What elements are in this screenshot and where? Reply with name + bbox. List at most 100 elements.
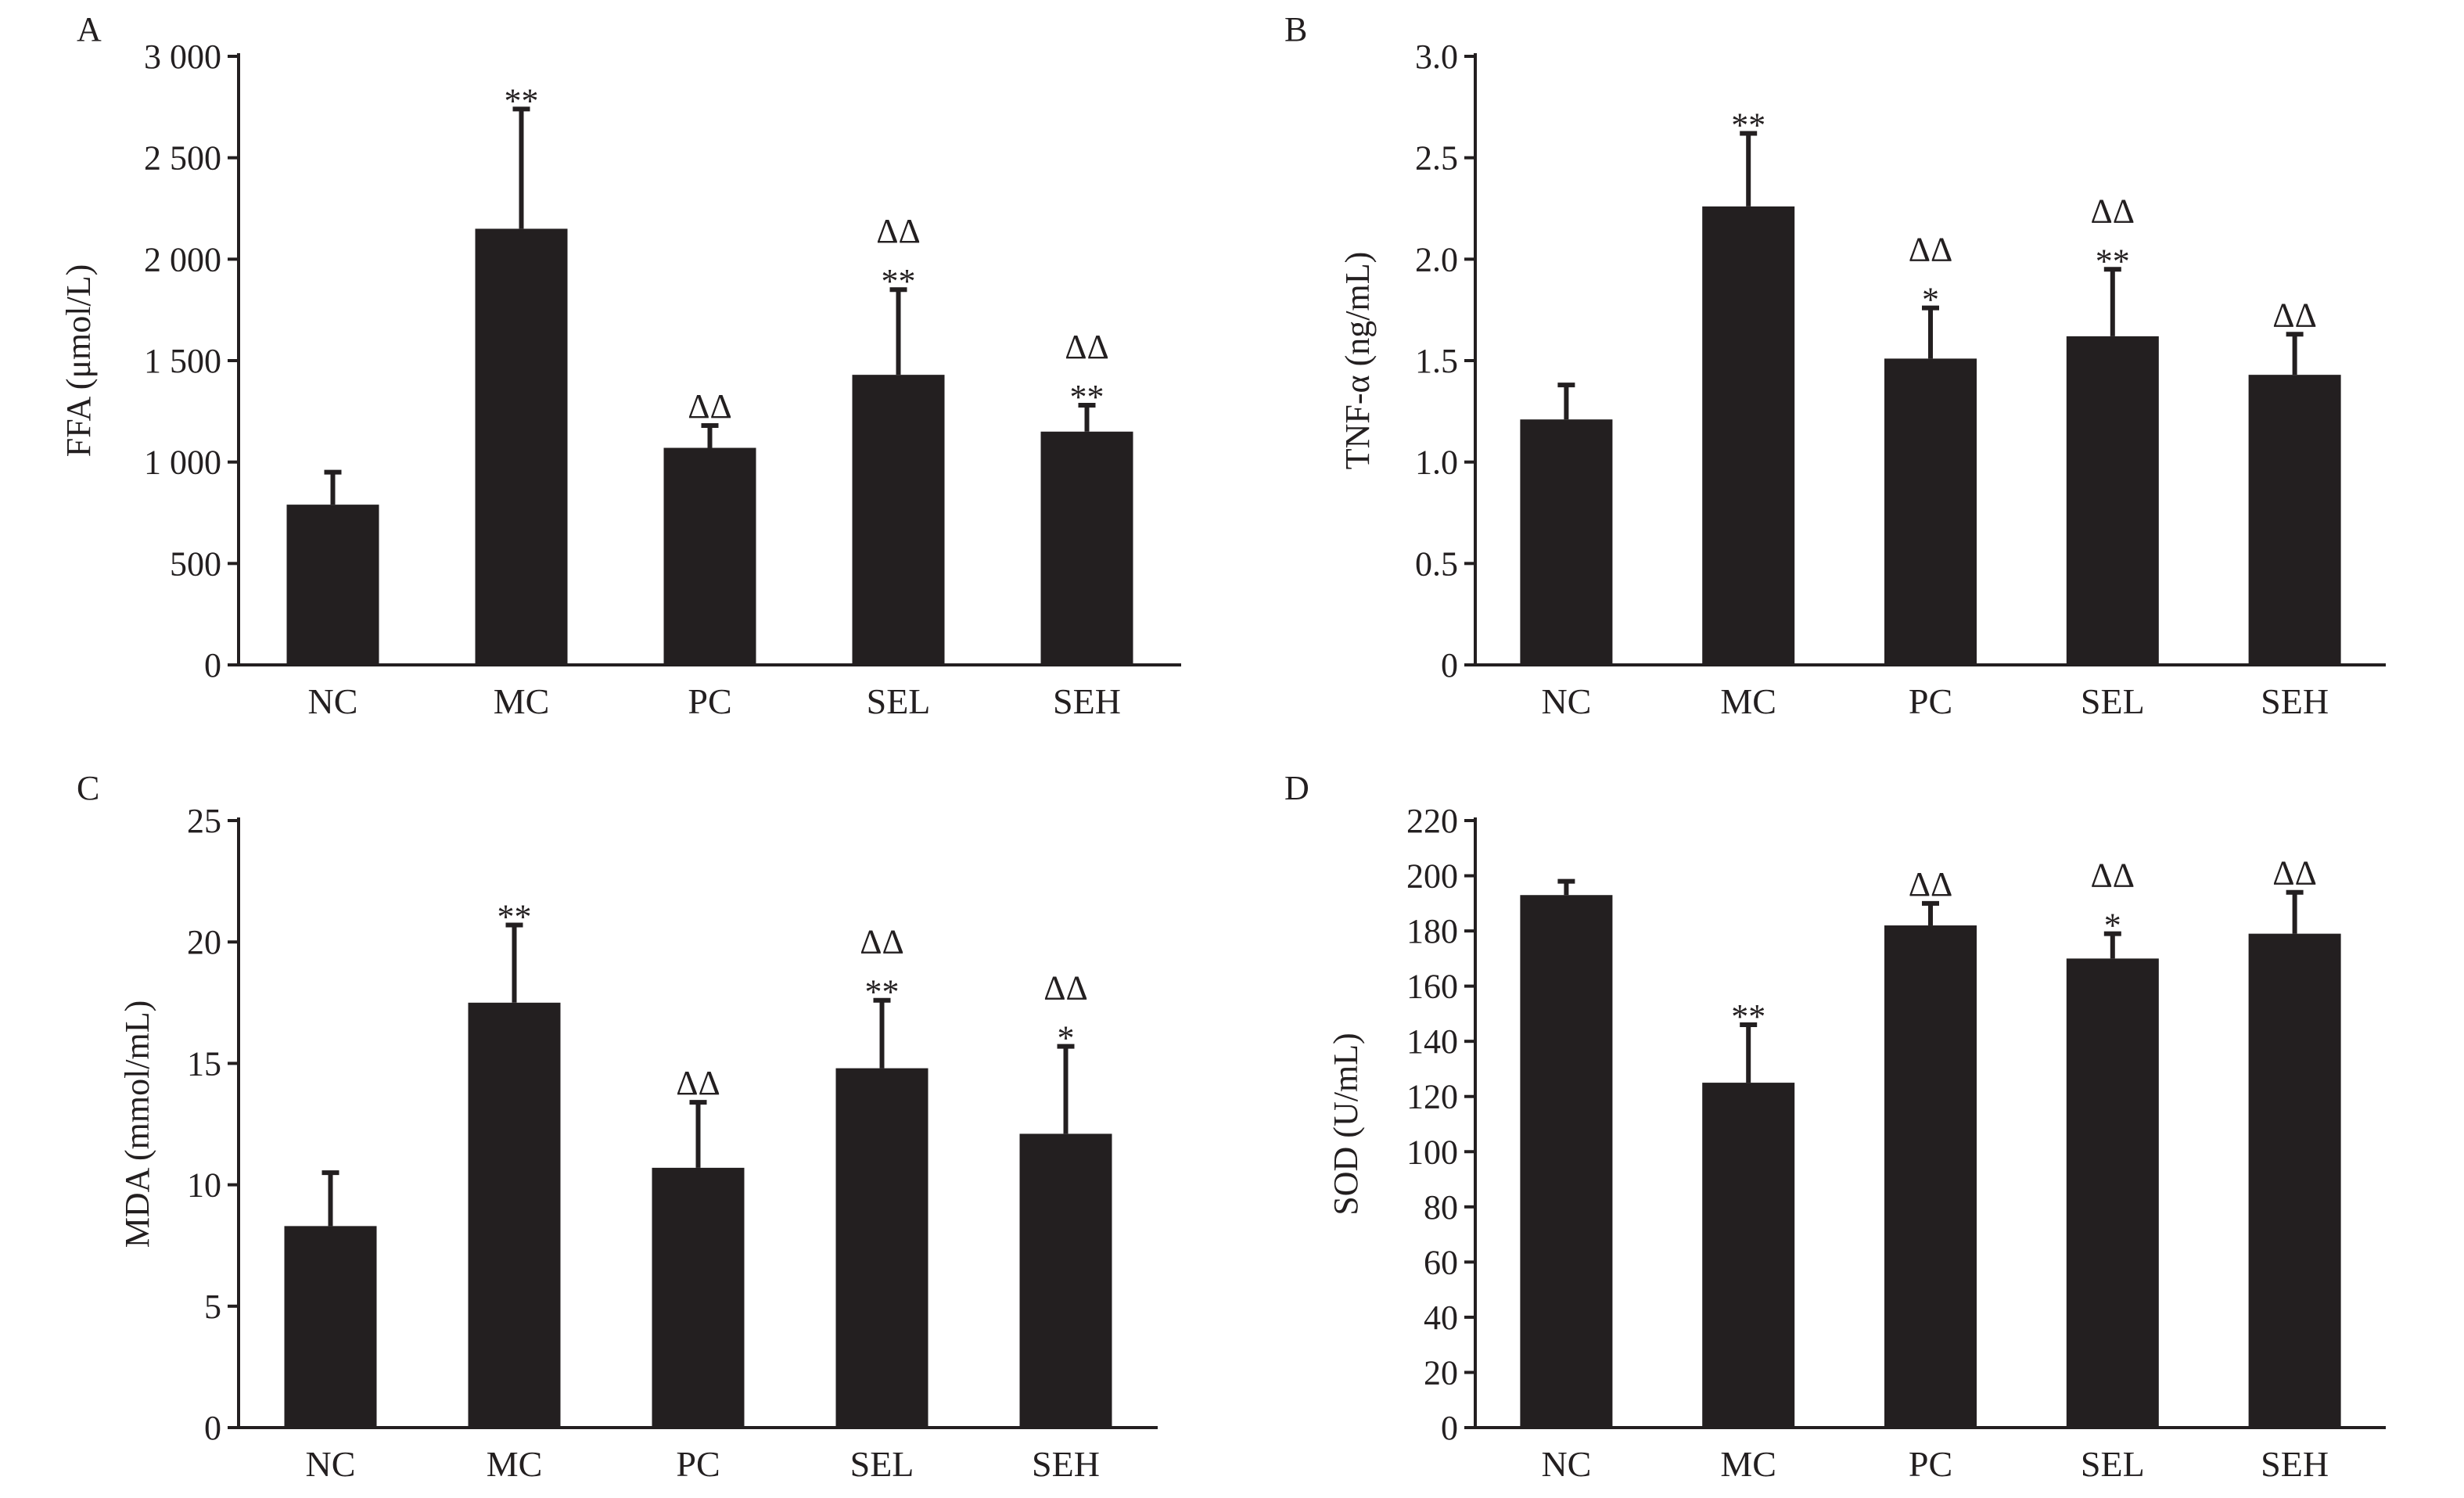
significance-delta-mark: ΔΔ [1043, 969, 1088, 1008]
bar-nc [1520, 895, 1613, 1428]
x-tick-label: MC [1720, 681, 1776, 721]
significance-delta-mark: ΔΔ [860, 923, 904, 961]
y-tick-label: 3.0 [1415, 38, 1458, 76]
panel-letter: C [77, 769, 99, 807]
significance-delta-mark: ΔΔ [1909, 865, 1953, 903]
y-axis-title: FFA (μmol/L) [59, 264, 98, 457]
bar-sel [2066, 958, 2159, 1428]
y-tick-label: 0 [204, 1409, 221, 1447]
y-tick-label: 0 [204, 646, 221, 684]
panel-letter: B [1284, 10, 1307, 48]
x-tick-label: NC [308, 681, 358, 721]
x-tick-label: NC [1541, 1444, 1591, 1484]
significance-delta-mark: ΔΔ [2091, 192, 2135, 230]
y-tick-label: 15 [187, 1044, 221, 1083]
panel-a: A 0 500 1 000 1 500 2 000 2 500 3 000 FFA (μmol/… [59, 10, 1181, 721]
panel-letter: D [1284, 769, 1309, 807]
x-tick-label: NC [306, 1444, 356, 1484]
y-tick-label: 0 [1441, 646, 1458, 684]
y-axis-title: MDA (mmol/mL) [118, 1000, 156, 1248]
x-tick-label: PC [1909, 681, 1952, 721]
bar-seh [2248, 933, 2341, 1428]
bar-sel [835, 1068, 928, 1428]
x-tick-label: MC [1720, 1444, 1776, 1484]
y-tick-label: 2.5 [1415, 139, 1458, 178]
y-tick-label: 20 [1424, 1353, 1458, 1392]
bar-mc [468, 1002, 561, 1428]
bar-pc [652, 1167, 745, 1428]
y-tick-label: 1.0 [1415, 444, 1458, 482]
significance-star-mark: ** [1070, 378, 1104, 416]
x-tick-label: SEH [1032, 1444, 1100, 1484]
significance-star-mark: ** [1731, 106, 1765, 145]
significance-star-mark: ** [505, 81, 539, 120]
bar-mc [475, 228, 568, 665]
significance-star-mark: ** [882, 262, 916, 300]
y-tick-label: 160 [1406, 968, 1458, 1006]
bar-mc [1702, 1083, 1795, 1428]
significance-delta-mark: ΔΔ [676, 1064, 720, 1102]
x-tick-label: SEH [2261, 1444, 2329, 1484]
y-tick-label: 1 500 [144, 342, 221, 380]
significance-star-mark: ** [497, 897, 532, 936]
y-tick-label: 0.5 [1415, 544, 1458, 583]
significance-star-mark: * [1922, 281, 1939, 319]
significance-delta-mark: ΔΔ [1909, 231, 1953, 269]
y-tick-label: 120 [1406, 1078, 1458, 1116]
y-tick-label: 80 [1424, 1188, 1458, 1227]
significance-delta-mark: ΔΔ [2272, 296, 2317, 334]
bar-seh [1019, 1133, 1112, 1428]
y-tick-label: 200 [1406, 857, 1458, 896]
y-tick-label: 140 [1406, 1022, 1458, 1061]
y-tick-label: 2 500 [144, 139, 221, 178]
x-tick-label: SEH [1053, 681, 1121, 721]
x-tick-label: SEL [867, 681, 931, 721]
x-tick-label: NC [1541, 681, 1591, 721]
bar-sel [852, 375, 945, 665]
significance-star-mark: * [2104, 907, 2121, 945]
x-tick-label: PC [676, 1444, 720, 1484]
y-tick-label: 10 [187, 1166, 221, 1205]
significance-star-mark: * [1058, 1019, 1075, 1058]
significance-star-mark: ** [1731, 997, 1765, 1036]
y-tick-label: 220 [1406, 802, 1458, 840]
y-tick-label: 2 000 [144, 240, 221, 278]
panel-b: B 0 0.5 1.0 1.5 2.0 2.5 3.0 TNF-α (ng/mL) NC MC ** P… [1284, 10, 2386, 721]
bar-nc [286, 505, 379, 665]
significance-star-mark: ** [2096, 242, 2130, 280]
x-tick-label: SEL [2081, 1444, 2145, 1484]
panel-letter: A [77, 10, 102, 48]
y-axis-title: TNF-α (ng/mL) [1338, 252, 1377, 469]
y-tick-label: 100 [1406, 1133, 1458, 1171]
x-tick-label: SEL [2081, 681, 2145, 721]
x-tick-label: PC [1909, 1444, 1952, 1484]
y-tick-label: 500 [170, 544, 221, 583]
y-tick-label: 25 [187, 802, 221, 840]
y-tick-label: 2.0 [1415, 240, 1458, 278]
y-tick-label: 3 000 [144, 38, 221, 76]
y-tick-label: 0 [1441, 1409, 1458, 1447]
panel-d: D 0 20 40 60 80 100 120 140 160 180 200 220 SOD (U/mL… [1284, 769, 2386, 1484]
significance-delta-mark: ΔΔ [1065, 328, 1109, 366]
significance-star-mark: ** [865, 973, 900, 1011]
significance-delta-mark: ΔΔ [2091, 857, 2135, 895]
x-tick-label: MC [487, 1444, 543, 1484]
y-tick-label: 5 [204, 1288, 221, 1326]
y-tick-label: 180 [1406, 912, 1458, 950]
bar-mc [1702, 206, 1795, 665]
significance-delta-mark: ΔΔ [2272, 854, 2317, 893]
bar-nc [1520, 419, 1613, 665]
panel-c: C 0 5 10 15 20 25 MDA (mmol/mL) NC MC ** PC ΔΔ SEL ΔΔ *… [77, 769, 1158, 1484]
significance-delta-mark: ΔΔ [688, 387, 732, 426]
x-tick-label: PC [688, 681, 731, 721]
x-tick-label: SEL [850, 1444, 914, 1484]
bar-sel [2066, 336, 2159, 665]
bar-pc [1884, 925, 1977, 1428]
x-tick-label: MC [494, 681, 550, 721]
y-tick-label: 40 [1424, 1299, 1458, 1337]
y-tick-label: 20 [187, 923, 221, 961]
bar-seh [2248, 375, 2341, 665]
y-tick-label: 60 [1424, 1243, 1458, 1281]
y-tick-label: 1.5 [1415, 342, 1458, 380]
